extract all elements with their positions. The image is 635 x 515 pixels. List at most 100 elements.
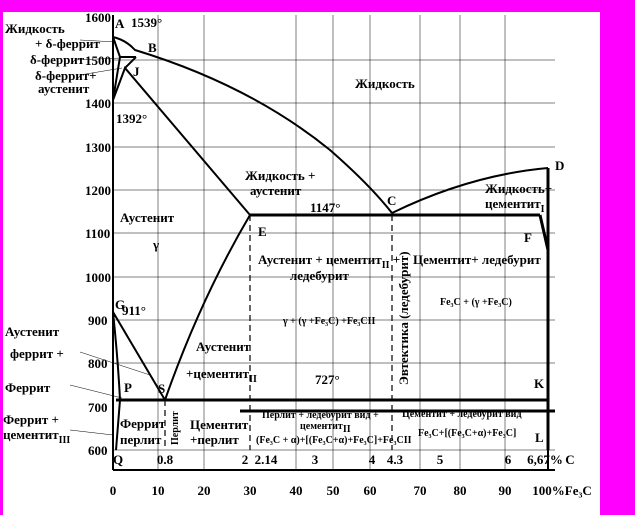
y-tick: 900: [88, 313, 108, 328]
c-tick: 2: [242, 452, 249, 467]
region: феррит +: [10, 346, 64, 361]
region: аустенит: [38, 81, 90, 96]
x-ticks: 0 10 20 30 40 50 60 70 80 90 100%Fe₃C: [110, 483, 592, 498]
temp: 1392°: [116, 111, 147, 126]
region: Феррит +: [3, 412, 59, 427]
phase-lines: [69, 36, 555, 451]
x-tick: 80: [454, 483, 467, 498]
region: +перлит: [190, 432, 239, 447]
points: A B J D C E F G P S K L: [115, 16, 564, 445]
region: δ-феррит: [30, 52, 85, 67]
point: D: [555, 158, 564, 173]
region: Fe₃C+[(Fe₃C+α)+Fe₃C]: [418, 428, 516, 439]
region: аустенит: [250, 183, 302, 198]
x-tick: 0: [110, 483, 117, 498]
y-tick: 1300: [85, 140, 111, 155]
point: S: [158, 381, 165, 396]
region: Феррит: [120, 416, 166, 431]
subscript: II: [249, 374, 257, 385]
c-tick: 5: [437, 452, 444, 467]
region: Жидкость: [355, 76, 415, 91]
c-tick: 2.14: [255, 452, 278, 467]
temperatures: 1539° 1392° 1147° 911° 727°: [116, 15, 340, 387]
region: Цементит: [190, 417, 249, 432]
c-tick: C: [565, 452, 574, 467]
region: Аустенит + цементитII +: [258, 252, 400, 271]
region: Жидкость+: [485, 181, 552, 196]
y-tick: 1000: [85, 270, 111, 285]
region-text: +цементит: [186, 366, 250, 381]
region: Жидкость: [5, 21, 65, 36]
region: (Fe₃C + α)+[(Fe₃C+α)+Fe₃C]+Fe₃CII: [256, 435, 412, 446]
x-tick: 10: [152, 483, 165, 498]
y-ticks: 1600 1500 1400 1300 1200 1100 1000 900 8…: [85, 10, 111, 458]
region: γ + (γ +Fe₃C) +Fe₃CII: [282, 316, 376, 327]
point: P: [124, 380, 132, 395]
region: Аустенит: [196, 339, 251, 354]
region-text: Аустенит + цементит: [258, 252, 382, 267]
subscript: II: [343, 424, 351, 435]
c-tick: 6: [505, 452, 512, 467]
region: Аустенит: [5, 324, 60, 339]
x-tick: 90: [499, 483, 512, 498]
x-tick: 70: [414, 483, 427, 498]
c-tick: 4.3: [387, 452, 404, 467]
region: Цементит+ ледебурит: [413, 252, 541, 267]
y-tick: 1500: [85, 53, 111, 68]
region: Цементит + ледебурит вид: [402, 409, 522, 420]
c-tick: 3: [312, 452, 319, 467]
x-tick: 60: [364, 483, 377, 498]
x-tick: 50: [327, 483, 340, 498]
y-tick: 1400: [85, 96, 111, 111]
point: L: [535, 430, 544, 445]
x-tick: 20: [198, 483, 211, 498]
top-ticks: Q 0.8 2 2.14 3 4 4.3 5 6 6,67% C: [113, 452, 575, 467]
temp: 727°: [315, 372, 340, 387]
subscript: III: [59, 435, 71, 446]
x-tick: 100%Fe₃C: [532, 483, 592, 498]
region: Жидкость +: [245, 168, 315, 183]
y-tick: 700: [88, 400, 108, 415]
region: цементитIII: [3, 427, 70, 446]
c-tick: 0.8: [157, 452, 174, 467]
point: C: [387, 193, 396, 208]
point: A: [115, 16, 125, 31]
x-tick: 40: [290, 483, 303, 498]
subscript: I: [541, 204, 545, 215]
region-text: цементит: [485, 196, 541, 211]
region: δ-феррит+: [35, 68, 97, 83]
point: K: [534, 376, 545, 391]
x-tick: 30: [244, 483, 257, 498]
region: перлит: [120, 432, 162, 447]
grid: [112, 15, 555, 471]
region: Перлит: [170, 411, 181, 445]
c-tick: Q: [113, 452, 123, 467]
c-tick: 4: [369, 452, 376, 467]
y-tick: 1200: [85, 183, 111, 198]
region-text: +: [389, 252, 400, 267]
y-tick: 800: [88, 356, 108, 371]
region-text: цементит: [300, 421, 343, 432]
region: цементитII: [300, 421, 351, 435]
region: Fe₃C + (γ +Fe₃C): [440, 297, 512, 308]
regions: Жидкость + δ-феррит δ-феррит δ-феррит+ а…: [3, 21, 552, 447]
region: ледебурит: [290, 268, 349, 283]
region: Аустенит: [120, 210, 175, 225]
subscript: II: [382, 260, 390, 271]
point: G: [115, 297, 125, 312]
y-tick: 1600: [85, 10, 111, 25]
panel: [3, 12, 600, 515]
region: +цементитII: [186, 366, 257, 385]
region: Феррит: [5, 380, 51, 395]
region: цементитI: [485, 196, 545, 215]
region-text: цементит: [3, 427, 59, 442]
region: Перлит + ледебурит вид +: [262, 410, 379, 421]
region: Эвтектика (ледебурит): [396, 251, 411, 385]
point: J: [133, 64, 140, 79]
c-tick: 6,67%: [527, 452, 563, 467]
temp: 1539°: [131, 15, 162, 30]
temp: 1147°: [310, 200, 340, 215]
region: + δ-феррит: [35, 36, 100, 51]
point: B: [148, 40, 157, 55]
